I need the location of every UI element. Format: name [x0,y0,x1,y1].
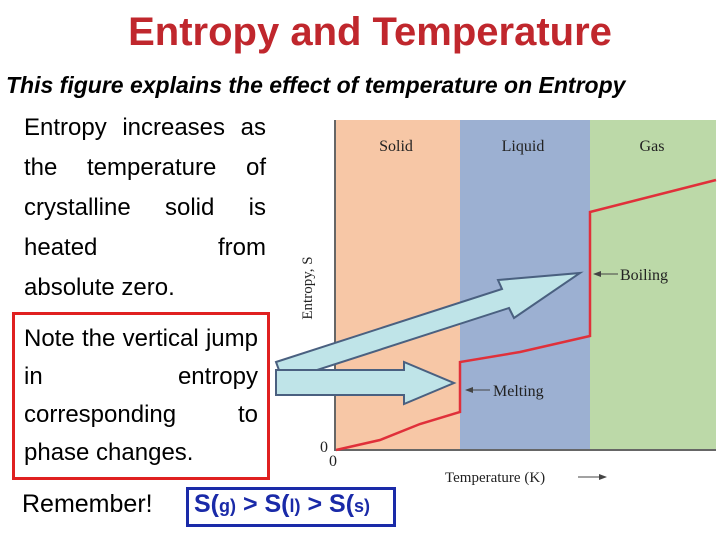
x-axis-label: Temperature (K) [445,470,545,486]
explanation-line: of crystalline solid [24,154,266,221]
note-line: Note the vertical [24,325,199,352]
region-label-liquid: Liquid [502,138,545,155]
entropy-explanation: Entropy increases as the temperature of … [24,108,266,308]
boiling-label: Boiling [620,267,668,284]
phase-change-note: Note the vertical jump in entropy corres… [24,320,258,472]
note-box [12,312,270,480]
region-label-gas: Gas [640,138,665,155]
big-arrow-to-boiling [274,271,584,383]
explanation-line: is heated from [24,194,266,261]
entropy-inequality: S(g) > S(l) > S(s) [194,490,371,518]
big-arrow-to-melting [275,360,457,406]
x-origin-label: 0 [329,453,337,470]
melting-label: Melting [493,383,544,400]
explanation-line: absolute zero. [24,274,175,301]
region-label-solid: Solid [379,138,413,155]
page-title: Entropy and Temperature [128,10,612,54]
gas-region [590,120,716,450]
explanation-line: Entropy increases [24,114,226,141]
note-line: corresponding to [24,401,258,428]
subtitle: This figure explains the effect of tempe… [6,72,626,98]
remember-label: Remember! [22,490,153,518]
inequality-box [186,487,396,527]
y-origin-label: 0 [320,439,328,456]
note-line: phase changes. [24,439,194,466]
note-line: jump in entropy [24,325,258,390]
entropy-curve [335,178,717,452]
y-axis-label: Entropy, S [300,256,316,319]
solid-region [336,120,460,450]
explanation-line: as the temperature [24,114,266,181]
